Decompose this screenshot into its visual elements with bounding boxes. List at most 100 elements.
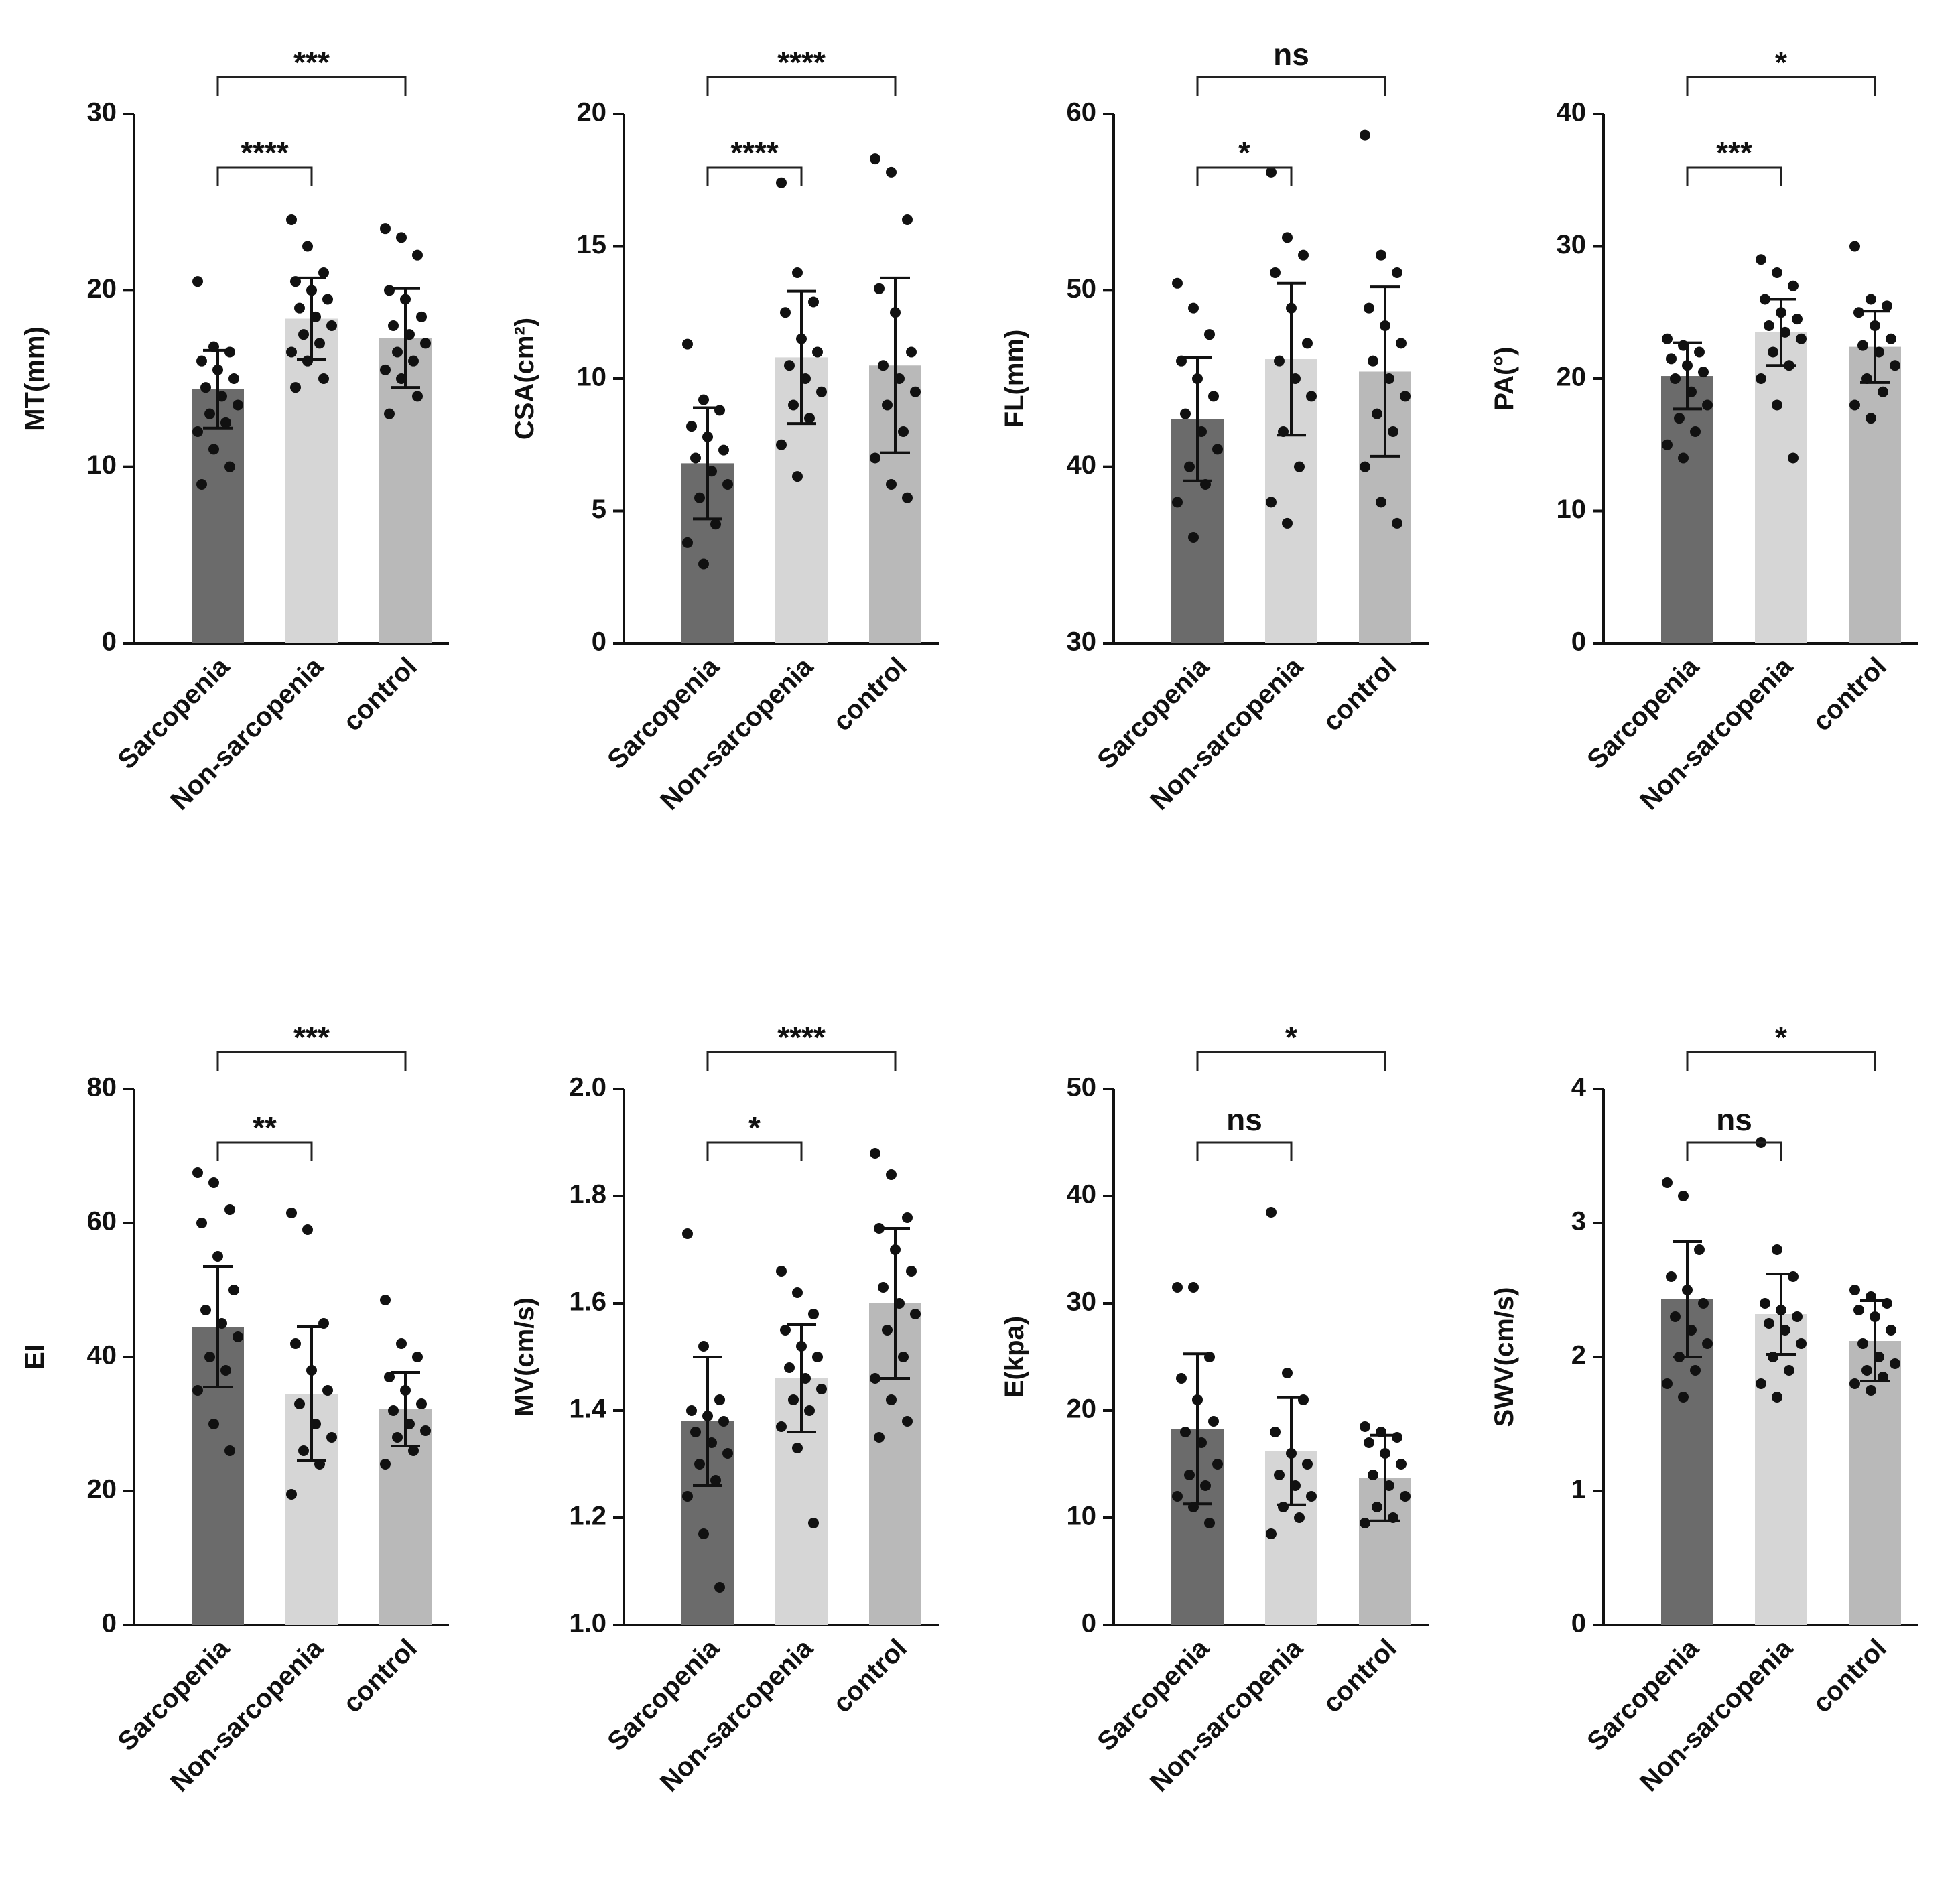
data-point [1302,1459,1313,1470]
significance-label: * [1238,135,1250,170]
data-point [702,431,713,442]
y-tick-label: 0 [1571,627,1586,657]
data-point [870,452,880,464]
data-point [808,1518,819,1528]
data-point [882,399,893,411]
data-point [1857,340,1868,351]
data-point [1192,1394,1203,1405]
data-point [302,355,313,367]
data-point [1306,391,1317,402]
data-point [314,338,325,349]
data-point [792,267,803,278]
data-point [682,1491,693,1502]
data-point [1274,355,1285,367]
data-point [1698,367,1709,378]
significance-bracket [706,1141,803,1161]
data-point [722,1448,733,1459]
x-tick-label: control [1807,652,1892,737]
y-tick-label: 1.2 [569,1502,606,1531]
data-point [682,338,693,350]
y-tick-label: 40 [1067,1180,1097,1210]
x-tick-label: control [338,652,423,737]
data-point [706,466,717,477]
data-point [1368,1470,1378,1480]
x-tick-label: control [1317,652,1402,737]
data-point [1866,294,1876,305]
data-point [1756,1378,1766,1389]
y-tick-label: 50 [1067,1073,1097,1102]
data-point [1780,1325,1790,1336]
data-point [808,296,819,308]
data-point [710,1475,721,1486]
data-point [286,346,297,358]
data-point [776,1266,787,1277]
data-point [906,1266,917,1277]
data-point [286,214,297,225]
data-point [874,283,885,294]
data-point [1674,413,1685,424]
data-point [1294,461,1305,472]
data-point [286,1208,297,1218]
data-point [314,1459,325,1470]
data-point [1400,391,1411,402]
data-point [816,386,827,397]
data-point [416,311,427,322]
data-point [1266,1528,1277,1539]
y-axis-label: SWV(cm/s) [1490,1287,1519,1427]
data-point [816,1384,827,1394]
data-point [302,1224,313,1235]
data-point [1861,373,1872,384]
data-point [682,1228,693,1239]
y-tick-label: 40 [1557,98,1587,127]
x-tick-label: control [338,1634,423,1719]
data-point [196,1218,207,1228]
y-tick-label: 1.4 [569,1394,606,1424]
y-tick-label: 1 [1571,1475,1586,1504]
data-point [1176,1373,1187,1384]
data-point [706,1437,717,1448]
data-point [322,294,333,305]
y-tick-label: 30 [1067,1287,1097,1317]
data-point [886,479,897,490]
y-tick-label: 15 [577,230,607,259]
data-point [1388,426,1398,437]
y-tick-label: 0 [1571,1609,1586,1638]
y-axis-label: MT(mm) [20,326,50,431]
data-point [1792,1311,1803,1322]
data-point [1678,1392,1689,1403]
data-point [192,1385,203,1396]
data-point [1796,333,1807,344]
data-point [1384,373,1394,384]
data-point [1768,1352,1778,1362]
data-point [1666,1271,1677,1282]
data-point [204,408,215,419]
data-point [870,153,880,165]
data-point [294,302,305,314]
data-point [1392,517,1402,529]
data-point [910,1309,921,1319]
data-point [886,1394,897,1405]
significance-label: * [1775,1020,1787,1055]
data-point [776,1421,787,1432]
data-point [1270,267,1281,278]
y-axis-label: FL(mm) [1000,330,1029,428]
data-point [1188,532,1199,543]
data-point [384,285,395,296]
data-point [306,1365,317,1376]
significance-bracket [1686,1051,1876,1071]
data-point [882,1325,893,1336]
x-tick-label: control [1317,1634,1402,1719]
data-point [1184,1470,1195,1480]
y-tick-label: 20 [87,274,117,304]
data-point [1200,479,1211,490]
data-point [212,364,223,375]
significance-label: ns [1273,37,1309,72]
data-point [380,364,391,375]
y-tick-label: 2.0 [569,1073,606,1102]
data-point [1298,1394,1309,1405]
data-point [1360,1421,1370,1432]
data-point [894,373,905,384]
significance-label: **** [777,1020,826,1055]
data-point [698,558,709,570]
data-point [1278,426,1289,437]
